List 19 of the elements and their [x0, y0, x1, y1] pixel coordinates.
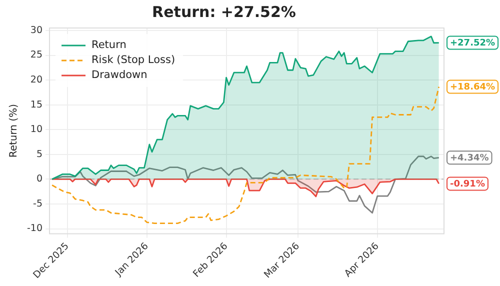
- y-tick-label: -5: [33, 198, 43, 210]
- legend-label: Risk (Stop Loss): [92, 54, 176, 66]
- y-tick-label: -10: [26, 223, 43, 234]
- line-series: [51, 86, 440, 224]
- data-label: +18.64%: [450, 82, 496, 93]
- y-tick-label: 5: [36, 148, 43, 160]
- y-tick-label: 25: [30, 50, 43, 61]
- legend-label: Return: [92, 39, 126, 52]
- y-tick-label: 10: [30, 124, 43, 136]
- y-tick-label: 30: [30, 24, 43, 36]
- data-label: -0.91%: [450, 180, 485, 190]
- data-label: +27.52%: [450, 38, 496, 49]
- y-axis-title: Return (%): [8, 104, 20, 158]
- y-tick-label: 20: [30, 74, 43, 86]
- chart-title: Return: +27.52%: [152, 2, 296, 21]
- legend-label: Drawdown: [92, 69, 148, 82]
- data-label: +4.34%: [450, 154, 489, 164]
- y-tick-label: 15: [30, 99, 43, 110]
- y-tick-label: 0: [36, 174, 43, 185]
